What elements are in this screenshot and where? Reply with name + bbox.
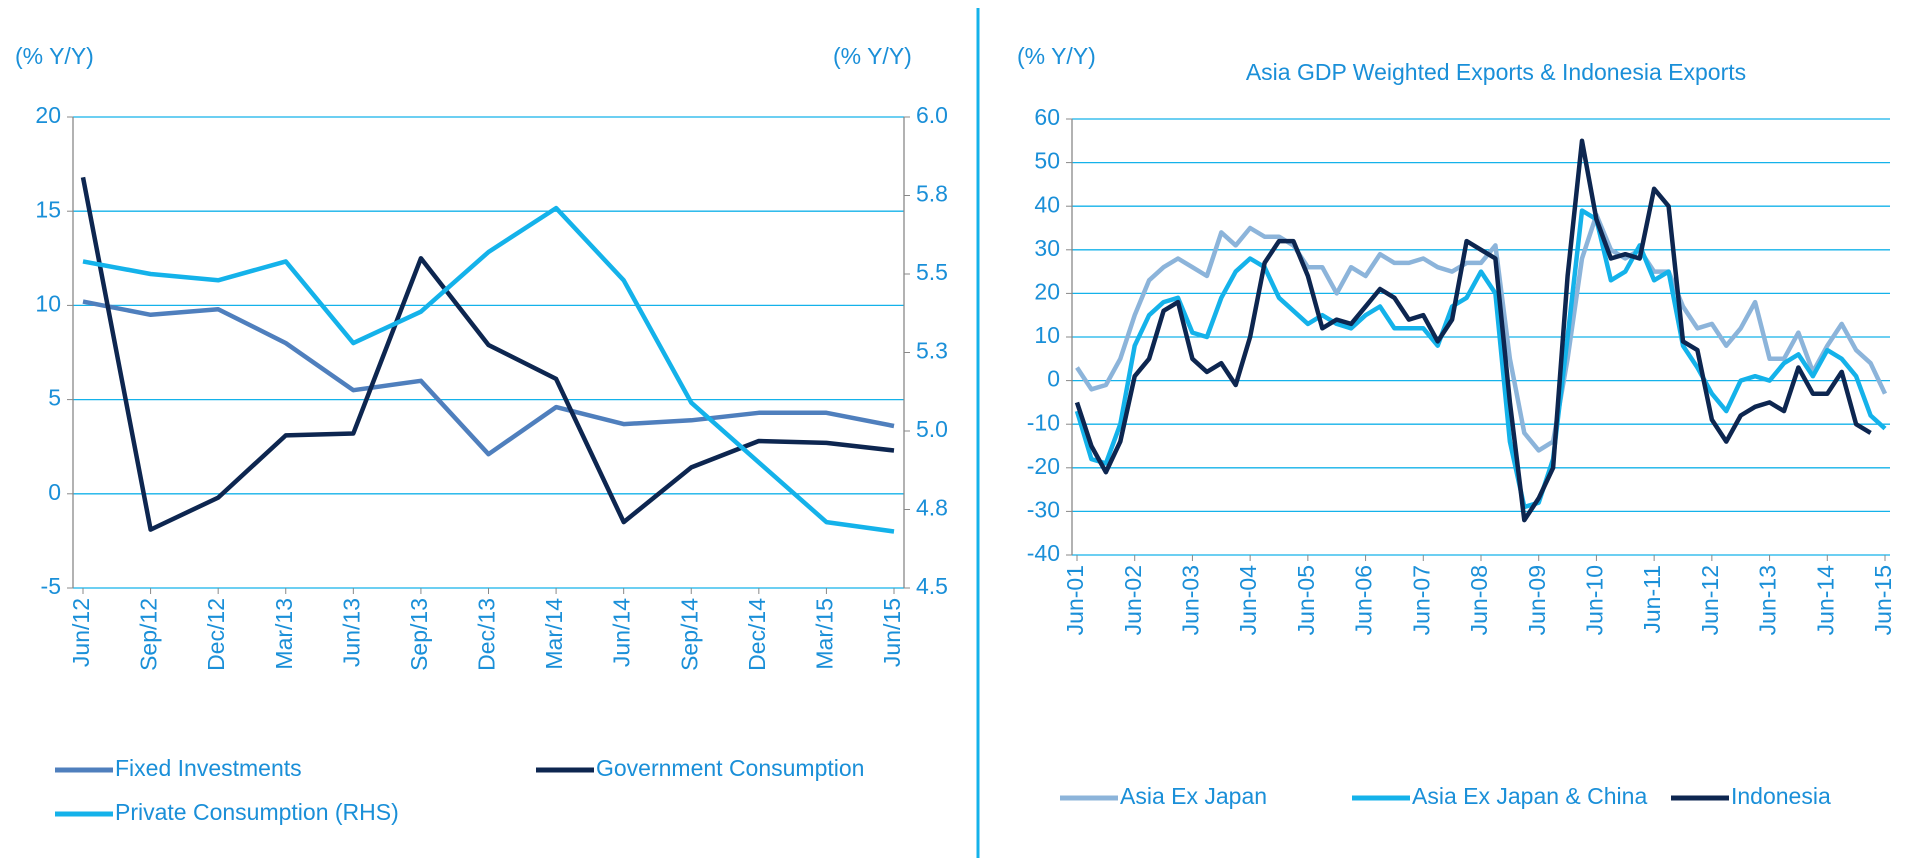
y-tick-label: -5 [41,573,61,599]
y2-tick-label: 4.8 [916,495,948,521]
x-tick-label: Dec/13 [474,598,500,671]
x-tick-label: Jun-13 [1755,565,1781,635]
y2-tick-label: 5.5 [916,259,948,285]
y-axis-label: (% Y/Y) [1017,43,1096,69]
series-line [80,176,895,532]
x-tick-label: Jun-06 [1351,565,1377,635]
x-tick-label: Sep/14 [676,598,702,671]
x-tick-label: Jun-07 [1408,565,1434,635]
y-tick-label: 20 [35,102,61,128]
y2-tick-label: 5.8 [916,181,948,207]
series-line [1074,138,1872,523]
y-tick-label: 30 [1034,235,1060,261]
y2-tick-label: 6.0 [916,102,948,128]
series-line [82,299,895,457]
x-tick-label: Jun/13 [338,598,364,667]
y-tick-label: 60 [1034,104,1060,130]
chart-title: Asia GDP Weighted Exports & Indonesia Ex… [1246,59,1746,85]
y-tick-label: 0 [48,479,61,505]
y-tick-label: -40 [1027,540,1060,566]
x-tick-label: Jun-10 [1582,565,1608,635]
y-axis-label: (% Y/Y) [15,43,94,69]
y-tick-label: 40 [1034,191,1060,217]
legend-label: Indonesia [1731,783,1831,809]
x-tick-label: Jun-11 [1639,565,1665,634]
y-tick-label: 10 [1034,322,1060,348]
y-tick-label: -10 [1027,409,1060,435]
y-tick-label: 20 [1034,278,1060,304]
x-tick-label: Jun-05 [1293,565,1319,635]
legend-label: Fixed Investments [115,755,302,781]
x-tick-label: Sep/13 [406,598,432,671]
x-tick-label: Jun-02 [1120,565,1146,635]
x-tick-label: Jun-08 [1466,565,1492,635]
x-tick-label: Mar/15 [811,598,837,670]
x-tick-label: Jun-12 [1697,565,1723,635]
x-tick-label: Jun/15 [879,598,905,667]
y2-tick-label: 5.3 [916,338,948,364]
y-tick-label: -30 [1027,496,1060,522]
y-tick-label: 10 [35,290,61,316]
x-tick-label: Jun-15 [1870,565,1896,635]
y-tick-label: 15 [35,196,61,222]
legend-label: Asia Ex Japan & China [1412,783,1647,809]
x-tick-label: Mar/13 [271,598,297,670]
x-tick-label: Sep/12 [136,598,162,671]
x-tick-label: Mar/14 [541,598,567,670]
y-tick-label: 0 [1047,366,1060,392]
x-tick-label: Jun-03 [1178,565,1204,635]
y-tick-label: -20 [1027,453,1060,479]
y2-tick-label: 4.5 [916,573,948,599]
x-tick-label: Jun-04 [1235,565,1261,636]
series-line [1074,208,1887,510]
legend-label: Asia Ex Japan [1120,783,1267,809]
series-line [82,205,895,534]
x-tick-label: Jun-14 [1812,565,1838,636]
y-tick-label: 50 [1034,148,1060,174]
x-tick-label: Dec/12 [203,598,229,671]
legend-label: Private Consumption (RHS) [115,799,399,825]
x-tick-label: Jun-01 [1062,565,1088,635]
x-tick-label: Jun-09 [1524,565,1550,635]
x-tick-label: Jun/14 [609,598,635,667]
x-tick-label: Dec/14 [744,598,770,671]
series-line [1075,212,1888,453]
y2-axis-label: (% Y/Y) [833,43,912,69]
y2-tick-label: 5.0 [916,416,948,442]
y-tick-label: 5 [48,385,61,411]
x-tick-label: Jun/12 [68,598,94,667]
legend-label: Government Consumption [596,755,864,781]
